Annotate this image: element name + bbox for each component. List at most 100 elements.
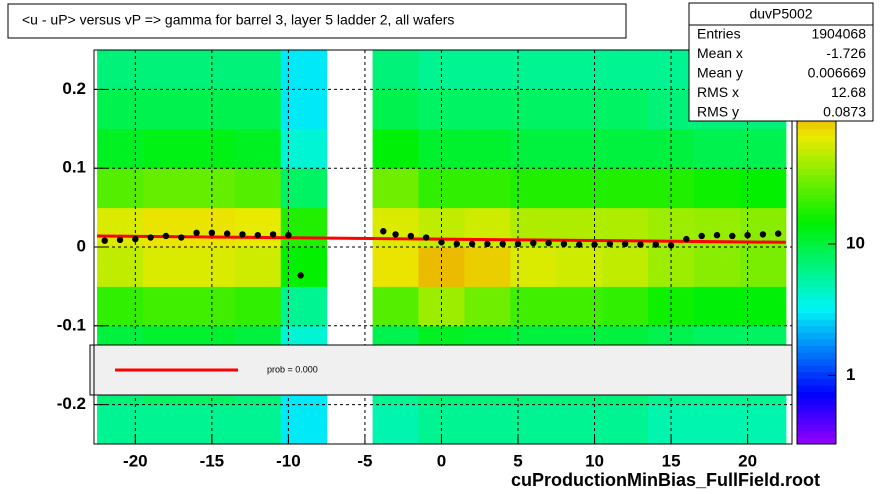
heat-cell <box>280 89 328 130</box>
heat-cell <box>372 128 420 169</box>
heat-cell <box>372 247 420 287</box>
color-bar-step <box>797 424 836 432</box>
color-bar-step <box>797 220 836 228</box>
color-bar-step <box>797 437 836 445</box>
color-bar-step <box>797 187 836 195</box>
heat-cell <box>602 50 649 90</box>
color-bar-step <box>797 299 836 307</box>
heat-cell <box>510 247 557 287</box>
profile-point <box>285 231 292 239</box>
profile-point <box>698 232 705 240</box>
color-bar-step <box>797 312 836 320</box>
profile-point <box>560 240 568 248</box>
color-bar-step <box>797 148 836 156</box>
heat-cell <box>510 89 557 130</box>
heat-cell <box>142 247 190 287</box>
profile-point <box>621 240 629 248</box>
color-bar-step <box>797 233 836 241</box>
color-bar-step <box>797 181 836 189</box>
heat-cell <box>97 89 144 130</box>
y-tick-label: 0.1 <box>62 158 86 177</box>
heat-cell <box>234 89 282 130</box>
heat-cell <box>694 404 741 445</box>
heat-cell <box>556 89 603 130</box>
profile-point <box>667 242 675 249</box>
color-bar-step <box>797 332 836 340</box>
heat-cell <box>694 247 741 287</box>
profile-point <box>759 231 767 238</box>
profile-point <box>422 234 430 241</box>
heat-cell <box>142 286 190 327</box>
heat-cell <box>142 50 190 90</box>
heat-cell <box>510 50 557 90</box>
heat-cell <box>280 286 328 327</box>
color-bar-step <box>797 306 836 314</box>
color-bar-step <box>797 155 836 163</box>
heat-cell <box>602 286 649 327</box>
heat-cell <box>142 128 190 169</box>
x-tick-label: 20 <box>738 451 757 470</box>
heat-cell <box>97 50 144 90</box>
profile-point <box>178 234 185 241</box>
profile-point <box>514 240 522 248</box>
profile-point <box>637 241 644 248</box>
heat-cell <box>464 404 511 445</box>
heat-cell <box>602 247 649 287</box>
heat-cell <box>372 50 420 90</box>
profile-point <box>453 240 460 248</box>
heat-cell <box>97 286 144 327</box>
stats-value: -1.726 <box>826 45 866 61</box>
profile-point <box>239 231 246 238</box>
heat-cell <box>97 168 144 209</box>
color-bar-step <box>797 122 836 130</box>
stats-label: Entries <box>697 26 741 42</box>
profile-point <box>499 240 506 248</box>
heat-cell <box>556 128 603 169</box>
profile-point <box>297 272 304 279</box>
profile-point <box>208 229 216 237</box>
y-tick-label: 0 <box>77 236 86 255</box>
heat-cell <box>234 247 282 287</box>
chart-title: <u - uP> versus vP => gamma for barrel 3… <box>22 12 454 28</box>
stats-value: 0.0873 <box>823 104 866 120</box>
heat-cell <box>234 50 282 90</box>
stats-frame <box>688 2 874 122</box>
profile-point <box>380 228 387 235</box>
profile-point <box>193 229 200 237</box>
color-bar-step <box>797 135 836 143</box>
profile-point <box>162 232 170 240</box>
profile-point <box>269 231 277 238</box>
color-bar-step <box>797 207 836 215</box>
color-bar-step <box>797 168 836 176</box>
color-bar-step <box>797 273 836 281</box>
heat-cell <box>97 404 144 445</box>
heat-cell <box>142 89 190 130</box>
color-bar-step <box>797 352 836 360</box>
heat-cell <box>464 247 511 287</box>
color-bar-step <box>797 247 836 255</box>
legend-text: prob = 0.000 <box>267 364 318 374</box>
profile-point <box>392 231 399 238</box>
heat-cell <box>556 168 603 209</box>
heat-cell <box>602 404 649 445</box>
profile-point <box>223 230 231 237</box>
x-tick-label: 5 <box>513 451 522 470</box>
stats-name: duvP5002 <box>749 6 812 22</box>
color-bar-step <box>797 266 836 274</box>
heat-cell <box>648 286 695 327</box>
profile-point <box>116 236 124 244</box>
heat-cell <box>97 128 144 169</box>
profile-point <box>775 230 782 237</box>
color-bar-step <box>797 384 836 392</box>
profile-point <box>484 240 491 248</box>
z-tick-label: 10 <box>846 233 865 252</box>
color-bar-step <box>797 411 836 419</box>
heat-cell <box>510 128 557 169</box>
heat-cell <box>464 286 511 327</box>
heat-cell <box>464 50 511 90</box>
heat-cell <box>372 168 420 209</box>
x-tick-label: -20 <box>123 451 148 470</box>
heat-cell <box>602 168 649 209</box>
heat-cell <box>556 286 603 327</box>
